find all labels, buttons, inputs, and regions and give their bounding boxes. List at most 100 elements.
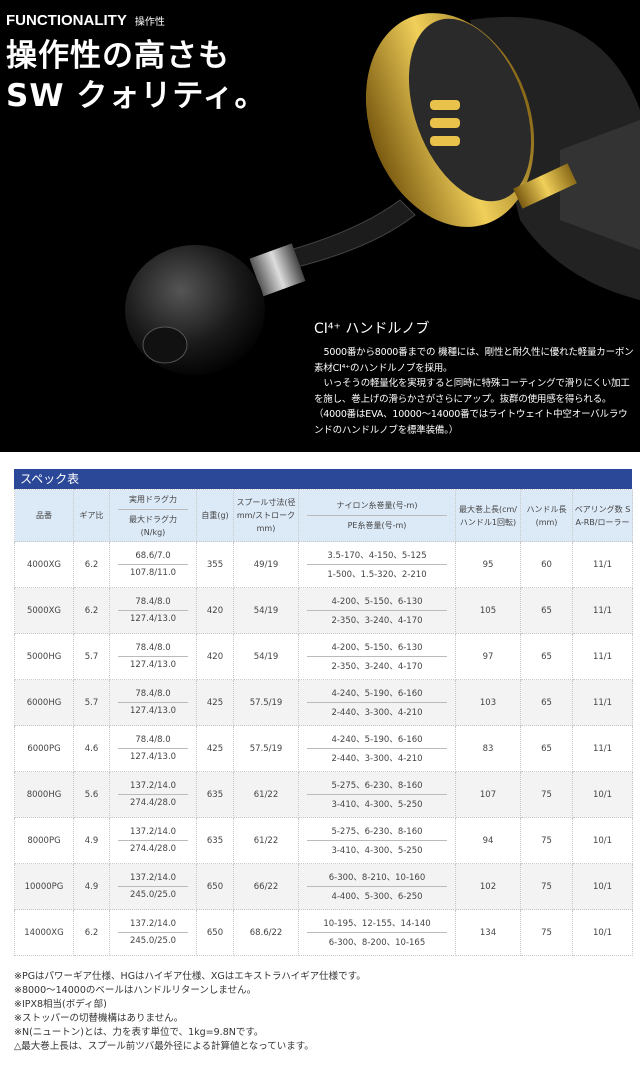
cell-gear: 4.6 — [73, 725, 110, 772]
cell-drag: 137.2/14.0 245.0/25.0 — [109, 863, 197, 910]
cell-bearing: 10/1 — [572, 771, 633, 818]
cell-line: 6-300、8-210、10-160 4-400、5-300、6-250 — [298, 863, 456, 910]
cell-weight: 420 — [196, 633, 234, 680]
cell-weight: 635 — [196, 771, 234, 818]
cell-gear: 5.7 — [73, 679, 110, 726]
spec-table: 品番 ギア比 実用ドラグ力 最大ドラグ力 (N/kg) 自重(g) スプール寸法(径… — [14, 489, 633, 956]
cell-model: 4000XG — [14, 541, 74, 588]
cell-pe: 6-300、8-200、10-165 — [328, 938, 426, 948]
cell-spool: 61/22 — [233, 817, 299, 864]
cell-retrieve: 107 — [455, 771, 521, 818]
cell-line: 5-275、6-230、8-160 3-410、4-300、5-250 — [298, 817, 456, 864]
cell-handle: 65 — [520, 679, 573, 726]
cell-drag: 78.4/8.0 127.4/13.0 — [109, 679, 197, 726]
cell-model: 8000PG — [14, 817, 74, 864]
table-row: 6000HG 5.7 78.4/8.0 127.4/13.0 425 57.5/19 4-2… — [14, 679, 633, 726]
cell-pe: 3-410、4-300、5-250 — [331, 846, 423, 856]
headline: 操作性の高さも SW クォリティ。 — [6, 36, 266, 116]
table-row: 8000HG 5.6 137.2/14.0 274.4/28.0 635 61/22 5-2… — [14, 771, 633, 818]
caption-body: 5000番から8000番までの 機種には、剛性と耐久性に優れた軽量カーボン素材C… — [314, 345, 634, 438]
cell-weight: 635 — [196, 817, 234, 864]
header-line-bottom: PE糸巻量(号-m) — [347, 521, 407, 530]
cell-pe: 2-350、3-240、4-170 — [331, 662, 423, 672]
table-row: 4000XG 6.2 68.6/7.0 107.8/11.0 355 49/19 3.5-1… — [14, 541, 633, 588]
cell-model: 5000HG — [14, 633, 74, 680]
cell-model: 14000XG — [14, 909, 74, 956]
cell-bearing: 11/1 — [572, 679, 633, 726]
header-drag-bottom: 最大ドラグ力 — [129, 514, 177, 524]
cell-line: 4-240、5-190、6-160 2-440、3-300、4-210 — [298, 725, 456, 772]
cell-bearing: 11/1 — [572, 587, 633, 634]
cell-nylon: 4-200、5-150、6-130 — [307, 641, 447, 657]
cell-nylon: 4-240、5-190、6-160 — [307, 687, 447, 703]
cell-handle: 60 — [520, 541, 573, 588]
header-drag: 実用ドラグ力 最大ドラグ力 (N/kg) — [109, 489, 197, 542]
header-line: ナイロン糸巻量(号-m) PE糸巻量(号-m) — [298, 489, 456, 542]
cell-drag-max: 245.0/25.0 — [129, 936, 177, 946]
cell-drag-practical: 137.2/14.0 — [118, 873, 188, 887]
cell-gear: 6.2 — [73, 541, 110, 588]
footnotes: ※PGはパワーギア仕様、HGはハイギア仕様、XGはエキストラハイギア仕様です。 … — [14, 970, 366, 1054]
cell-retrieve: 94 — [455, 817, 521, 864]
cell-bearing: 10/1 — [572, 817, 633, 864]
cell-weight: 650 — [196, 863, 234, 910]
cell-drag-practical: 68.6/7.0 — [118, 551, 188, 565]
cell-spool: 66/22 — [233, 863, 299, 910]
cell-line: 4-200、5-150、6-130 2-350、3-240、4-170 — [298, 587, 456, 634]
cell-drag: 137.2/14.0 274.4/28.0 — [109, 817, 197, 864]
footnote: ※IPX8相当(ボディ部) — [14, 999, 107, 1010]
cell-nylon: 6-300、8-210、10-160 — [307, 871, 447, 887]
table-row: 8000PG 4.9 137.2/14.0 274.4/28.0 635 61/22 5-2… — [14, 817, 633, 864]
cell-drag-max: 245.0/25.0 — [129, 890, 177, 900]
footnote: △最大巻上長は、スプール前ツバ最外径による計算値となっています。 — [14, 1041, 314, 1052]
hero-banner: FUNCTIONALITY 操作性 操作性の高さも SW クォリティ。 CI⁴⁺ … — [0, 0, 640, 452]
cell-drag: 78.4/8.0 127.4/13.0 — [109, 725, 197, 772]
cell-retrieve: 103 — [455, 679, 521, 726]
cell-bearing: 10/1 — [572, 909, 633, 956]
header-retrieve: 最大巻上長(cm/ハンドル1回転) — [455, 489, 521, 542]
cell-gear: 6.2 — [73, 587, 110, 634]
cell-spool: 57.5/19 — [233, 725, 299, 772]
cell-pe: 2-440、3-300、4-210 — [331, 754, 423, 764]
cell-model: 10000PG — [14, 863, 74, 910]
cell-line: 10-195、12-155、14-140 6-300、8-200、10-165 — [298, 909, 456, 956]
cell-weight: 425 — [196, 679, 234, 726]
table-row: 5000HG 5.7 78.4/8.0 127.4/13.0 420 54/19 4-200… — [14, 633, 633, 680]
header-spool: スプール寸法(径mm/ストローク mm) — [233, 489, 299, 542]
header-bearing: ベアリング数 S A-RB/ローラー — [572, 489, 633, 542]
cell-drag-practical: 78.4/8.0 — [118, 735, 188, 749]
table-header-row: 品番 ギア比 実用ドラグ力 最大ドラグ力 (N/kg) 自重(g) スプール寸法(径… — [14, 489, 633, 542]
footnote: ※ストッパーの切替機構はありません。 — [14, 1013, 184, 1024]
cell-retrieve: 102 — [455, 863, 521, 910]
cell-handle: 75 — [520, 771, 573, 818]
spec-table-section: スペック表 品番 ギア比 実用ドラグ力 最大ドラグ力 (N/kg) 自重(g) スプ… — [14, 469, 633, 956]
cell-pe: 2-440、3-300、4-210 — [331, 708, 423, 718]
table-row: 14000XG 6.2 137.2/14.0 245.0/25.0 650 68.6/22… — [14, 909, 633, 956]
cell-line: 3.5-170、4-150、5-125 1-500、1.5-320、2-210 — [298, 541, 456, 588]
cell-drag-practical: 137.2/14.0 — [118, 919, 188, 933]
cell-gear: 6.2 — [73, 909, 110, 956]
cell-model: 5000XG — [14, 587, 74, 634]
cell-spool: 61/22 — [233, 771, 299, 818]
table-row: 5000XG 6.2 78.4/8.0 127.4/13.0 420 54/19 4-200… — [14, 587, 633, 634]
cell-drag-max: 127.4/13.0 — [129, 752, 177, 762]
caption-title: CI⁴⁺ ハンドルノブ — [314, 321, 430, 337]
header-drag-unit: (N/kg) — [140, 527, 166, 537]
cell-bearing: 10/1 — [572, 863, 633, 910]
cell-handle: 75 — [520, 909, 573, 956]
header-model: 品番 — [14, 489, 74, 542]
cell-weight: 425 — [196, 725, 234, 772]
cell-line: 4-240、5-190、6-160 2-440、3-300、4-210 — [298, 679, 456, 726]
cell-weight: 420 — [196, 587, 234, 634]
cell-handle: 65 — [520, 725, 573, 772]
cell-retrieve: 95 — [455, 541, 521, 588]
cell-drag-practical: 78.4/8.0 — [118, 597, 188, 611]
cell-retrieve: 134 — [455, 909, 521, 956]
caption-paragraph: （4000番はEVA、10000～14000番ではライトウェイト中空オーバルラウ… — [314, 409, 628, 436]
cell-drag-max: 274.4/28.0 — [129, 798, 177, 808]
cell-handle: 65 — [520, 587, 573, 634]
cell-handle: 75 — [520, 817, 573, 864]
caption-paragraph: 5000番から8000番までの 機種には、剛性と耐久性に優れた軽量カーボン素材C… — [314, 347, 634, 374]
cell-gear: 4.9 — [73, 817, 110, 864]
cell-drag: 137.2/14.0 274.4/28.0 — [109, 771, 197, 818]
